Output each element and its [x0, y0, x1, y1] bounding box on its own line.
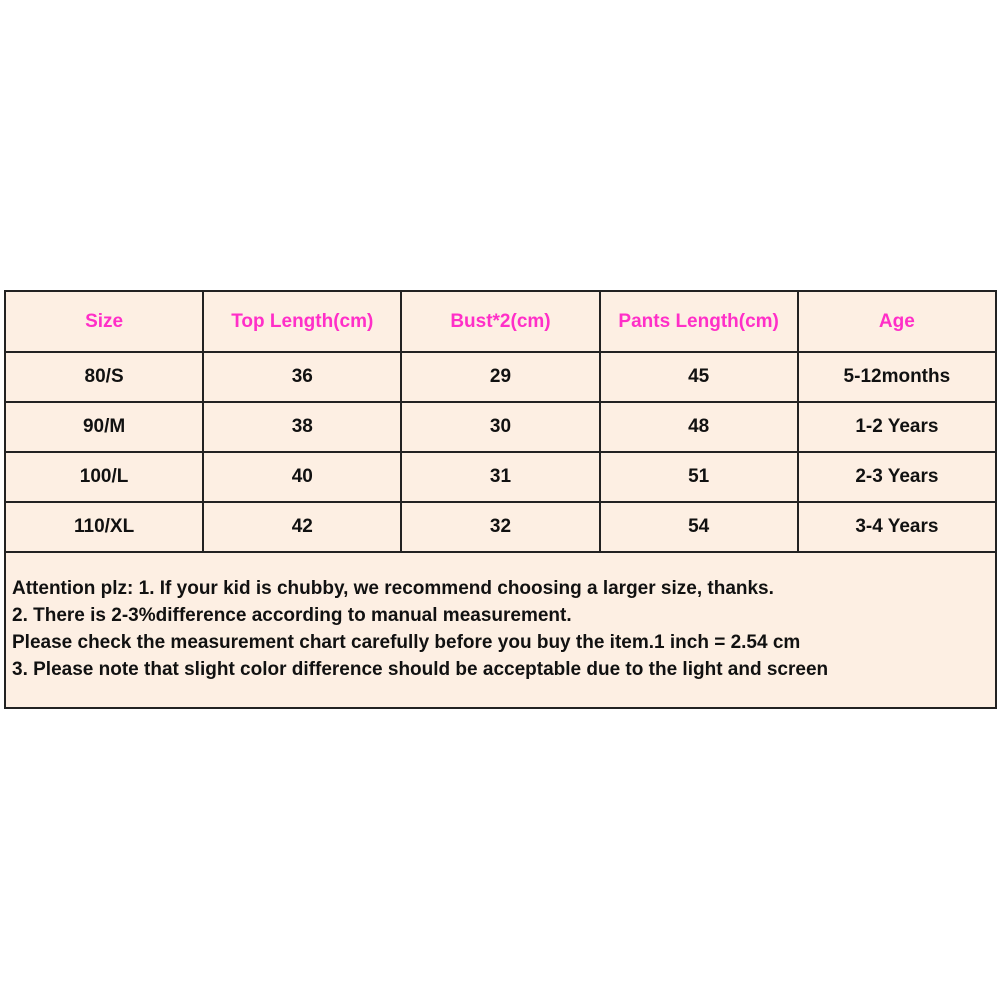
cell: 36: [202, 351, 403, 403]
note-line: Attention plz: 1. If your kid is chubby,…: [12, 578, 774, 599]
cell: 54: [598, 501, 799, 553]
header-row: Size Top Length(cm) Bust*2(cm) Pants Len…: [3, 290, 998, 353]
header-top-length: Top Length(cm): [202, 290, 403, 353]
cell: 40: [202, 451, 403, 503]
cell: 2-3 Years: [796, 451, 998, 503]
table-row: 100/L 40 31 51 2-3 Years: [3, 451, 998, 503]
cell: 29: [400, 351, 601, 403]
header-size: Size: [3, 290, 205, 353]
cell: 100/L: [3, 451, 205, 503]
size-table: Size Top Length(cm) Bust*2(cm) Pants Len…: [3, 290, 998, 709]
note-line: 3. Please note that slight color differe…: [12, 659, 829, 680]
cell: 38: [202, 401, 403, 453]
cell: 90/M: [3, 401, 205, 453]
cell: 45: [598, 351, 799, 403]
cell: 51: [598, 451, 799, 503]
note-line: Please check the measurement chart caref…: [12, 632, 801, 653]
table-row: 80/S 36 29 45 5-12months: [3, 351, 998, 403]
cell: 5-12months: [796, 351, 998, 403]
cell: 3-4 Years: [796, 501, 998, 553]
header-pants-length: Pants Length(cm): [598, 290, 799, 353]
cell: 31: [400, 451, 601, 503]
header-age: Age: [796, 290, 998, 353]
notes-row: Attention plz: 1. If your kid is chubby,…: [4, 551, 997, 709]
cell: 32: [400, 501, 601, 553]
table-row: 90/M 38 30 48 1-2 Years: [3, 401, 998, 453]
cell: 48: [598, 401, 799, 453]
cell: 30: [400, 401, 601, 453]
size-chart: Size Top Length(cm) Bust*2(cm) Pants Len…: [3, 290, 998, 709]
cell: 80/S: [3, 351, 205, 403]
note-line: 2. There is 2-3%difference according to …: [12, 605, 572, 626]
header-bust: Bust*2(cm): [400, 290, 601, 353]
notes-cell: Attention plz: 1. If your kid is chubby,…: [4, 551, 997, 709]
cell: 110/XL: [3, 501, 205, 553]
cell: 42: [202, 501, 403, 553]
table-row: 110/XL 42 32 54 3-4 Years: [3, 501, 998, 553]
cell: 1-2 Years: [796, 401, 998, 453]
